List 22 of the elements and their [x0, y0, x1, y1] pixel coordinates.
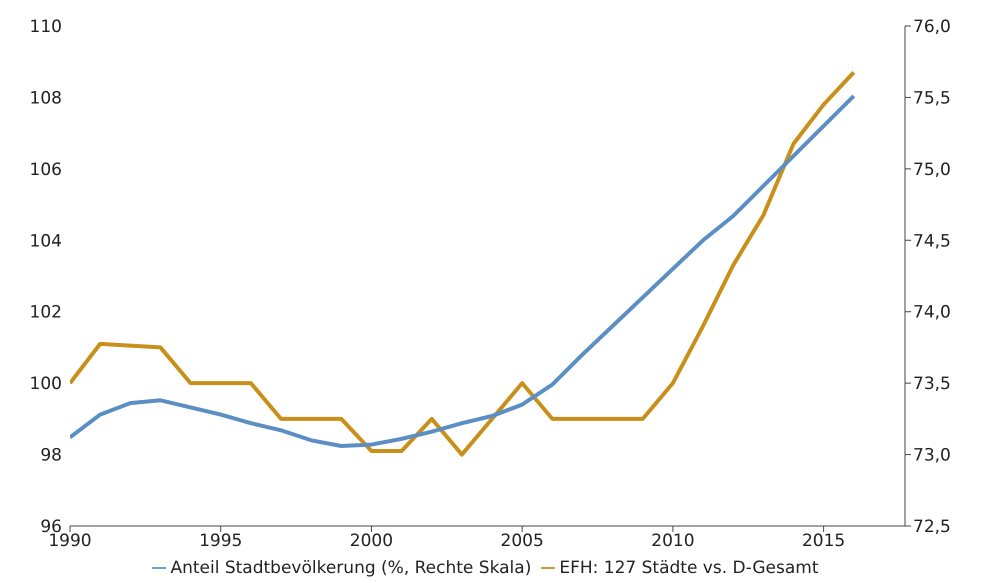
y2-tick-label: 74,5 [913, 231, 951, 252]
x-tick-label: 2000 [350, 531, 394, 552]
x-tick-label: 2010 [651, 531, 695, 552]
legend-label: Anteil Stadtbevölkerung (%, Rechte Skala) [170, 558, 532, 578]
x-tick-label: 2005 [500, 531, 544, 552]
y2-tick-label: 73,5 [913, 374, 951, 394]
y-tick-label: 102 [30, 302, 62, 323]
y-tick-label: 104 [30, 231, 62, 252]
y2-tick-label: 74,0 [913, 302, 951, 323]
y-tick-label: 106 [30, 160, 62, 180]
y2-tick-label: 75,0 [913, 160, 951, 180]
y-tick-label: 100 [30, 374, 62, 394]
y2-tick-label: 72,5 [913, 517, 951, 538]
y2-tick-label: 75,5 [913, 88, 951, 108]
x-tick-label: 2015 [802, 531, 846, 552]
y-tick-label: 108 [30, 88, 62, 108]
x-tick-label: 1995 [199, 531, 242, 552]
y2-tick-label: 73,0 [913, 446, 951, 466]
y-tick-label: 98 [40, 446, 62, 466]
y2-tick-label: 76,0 [913, 17, 951, 38]
y-tick-label: 110 [30, 17, 62, 38]
legend-label: EFH: 127 Städte vs. D-Gesamt [559, 558, 819, 578]
